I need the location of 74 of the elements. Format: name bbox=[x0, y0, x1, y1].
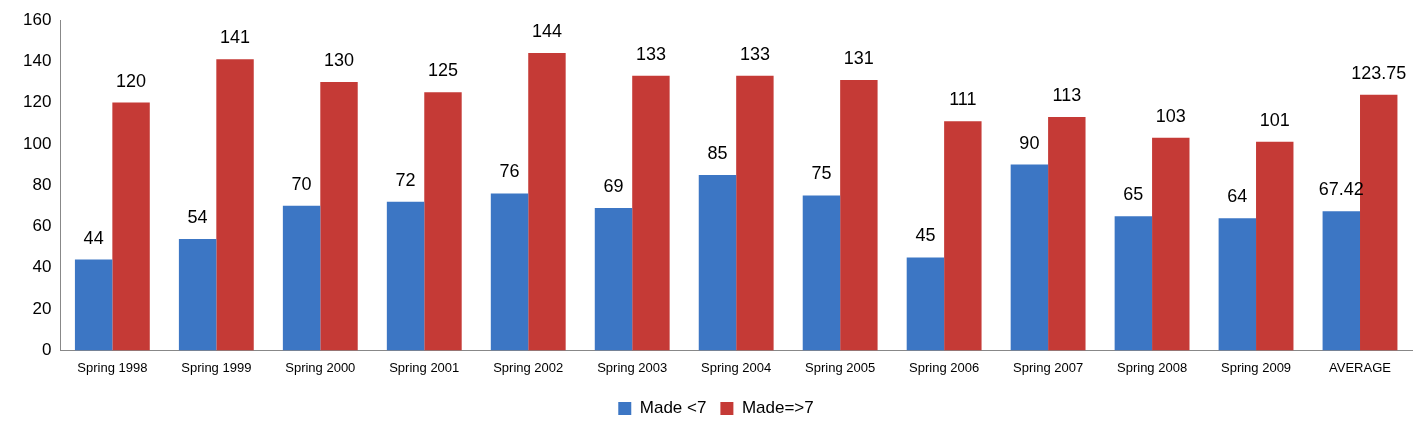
x-tick-label: Spring 2009 bbox=[1220, 359, 1292, 375]
data-label: 76 bbox=[499, 161, 520, 182]
y-tick-label: 20 bbox=[32, 298, 52, 318]
data-label: 69 bbox=[603, 175, 624, 196]
bar bbox=[944, 121, 982, 351]
bar bbox=[282, 205, 321, 351]
bar bbox=[1048, 117, 1086, 351]
bar bbox=[178, 238, 217, 351]
bar bbox=[736, 75, 774, 351]
bar bbox=[216, 59, 254, 351]
bar bbox=[840, 79, 878, 351]
bar bbox=[74, 259, 113, 351]
data-label: 101 bbox=[1259, 109, 1290, 130]
bar bbox=[1256, 141, 1294, 351]
data-label: 133 bbox=[635, 43, 666, 64]
x-tick-label: Spring 2001 bbox=[389, 359, 460, 375]
bar bbox=[632, 75, 670, 351]
data-label: 111 bbox=[949, 89, 977, 110]
x-tick-label: Spring 2008 bbox=[1117, 359, 1188, 375]
y-tick-label: 100 bbox=[22, 133, 52, 153]
data-label: 144 bbox=[531, 21, 562, 42]
y-tick-label: 40 bbox=[32, 257, 52, 277]
bar bbox=[424, 92, 462, 351]
x-tick-label: Spring 2007 bbox=[1013, 359, 1084, 375]
x-tick-label: Spring 2003 bbox=[597, 359, 668, 375]
data-label: 103 bbox=[1155, 105, 1186, 126]
y-tick-label: 140 bbox=[22, 50, 52, 70]
legend-label: Made=>7 bbox=[741, 398, 814, 418]
bar bbox=[698, 174, 737, 351]
bar bbox=[112, 102, 150, 351]
bar bbox=[320, 81, 358, 351]
bar bbox=[386, 201, 425, 351]
x-tick-label: AVERAGE bbox=[1329, 359, 1392, 375]
data-label: 130 bbox=[323, 49, 355, 70]
bar bbox=[906, 257, 945, 351]
data-label: 85 bbox=[707, 142, 728, 163]
data-label: 45 bbox=[915, 225, 936, 246]
data-label: 141 bbox=[220, 27, 251, 48]
x-tick-label: Spring 2005 bbox=[805, 359, 876, 375]
data-label: 64 bbox=[1227, 186, 1248, 207]
bar bbox=[490, 193, 529, 351]
y-tick-label: 0 bbox=[41, 340, 52, 360]
x-tick-label: Spring 2002 bbox=[493, 359, 564, 375]
y-tick-label: 80 bbox=[32, 174, 52, 194]
bar bbox=[1322, 211, 1361, 351]
x-tick-label: Spring 2004 bbox=[701, 359, 772, 375]
data-label: 44 bbox=[83, 227, 104, 248]
data-label: 125 bbox=[427, 60, 458, 81]
y-tick-label: 60 bbox=[32, 216, 52, 236]
data-label: 65 bbox=[1123, 184, 1144, 205]
data-label: 90 bbox=[1019, 132, 1040, 153]
data-label: 133 bbox=[739, 43, 770, 64]
data-label: 72 bbox=[395, 169, 416, 190]
y-tick-label: 120 bbox=[22, 92, 52, 112]
bar bbox=[1152, 137, 1190, 351]
data-label: 54 bbox=[187, 206, 208, 227]
bar bbox=[1114, 216, 1153, 351]
data-label: 113 bbox=[1052, 85, 1082, 106]
bar bbox=[1010, 164, 1049, 351]
legend-label: Made <7 bbox=[639, 398, 707, 418]
x-tick-label: Spring 1998 bbox=[77, 359, 148, 375]
x-tick-label: Spring 2000 bbox=[285, 359, 356, 375]
data-label: 70 bbox=[291, 173, 312, 194]
bar bbox=[528, 53, 566, 351]
data-label: 131 bbox=[843, 47, 874, 68]
x-tick-label: Spring 1999 bbox=[181, 359, 252, 375]
bar bbox=[802, 195, 841, 351]
y-tick-label: 160 bbox=[22, 9, 52, 29]
bar bbox=[1218, 218, 1257, 351]
data-label: 123.75 bbox=[1351, 62, 1407, 83]
x-tick-label: Spring 2006 bbox=[909, 359, 980, 375]
bar bbox=[594, 207, 633, 351]
data-label: 120 bbox=[116, 70, 147, 91]
data-label: 75 bbox=[811, 163, 832, 184]
